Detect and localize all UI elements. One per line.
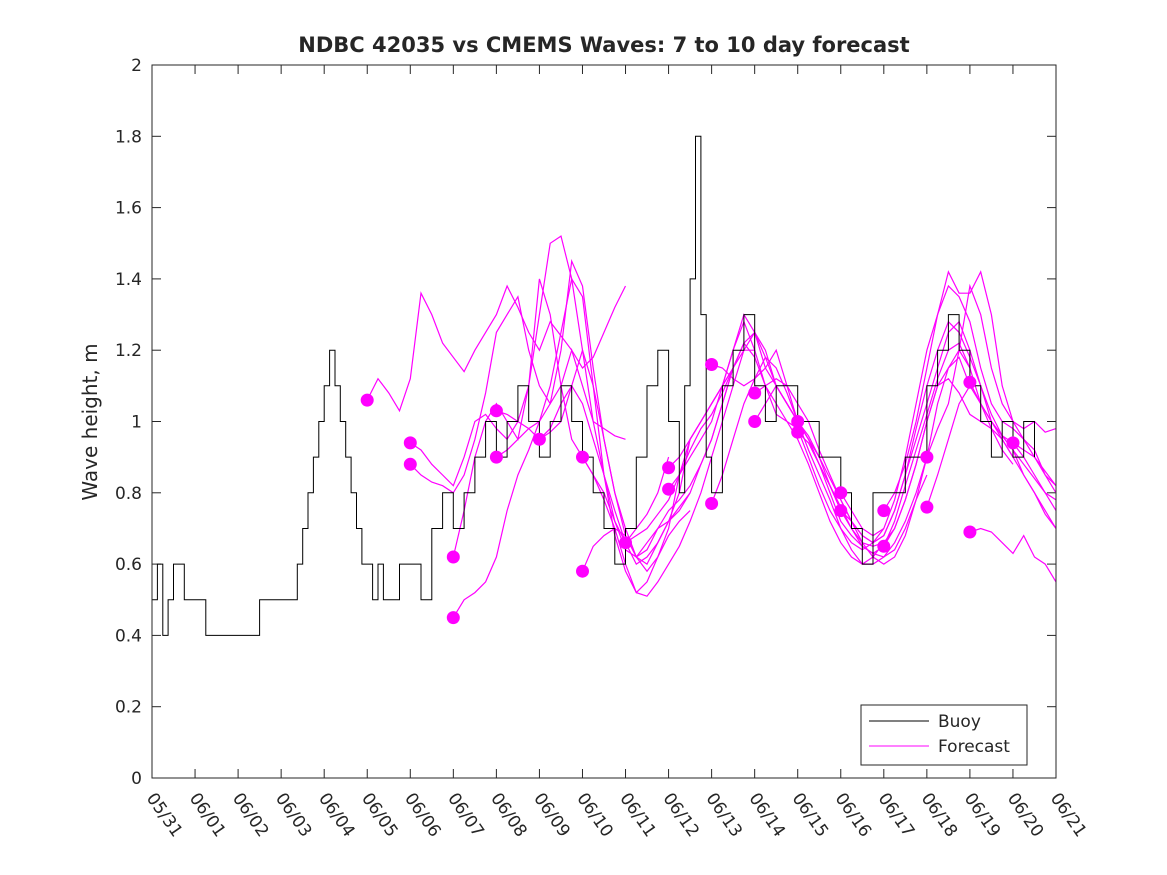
x-tick-label: 06/01 — [185, 789, 229, 841]
plot-area — [152, 135, 1057, 636]
forecast-line — [711, 356, 928, 565]
buoy-series — [152, 135, 1035, 636]
forecast-start-point — [576, 450, 589, 464]
forecast-start-point — [403, 436, 417, 450]
forecast-start-point — [877, 504, 891, 518]
forecast-start-point — [834, 504, 848, 518]
legend-buoy-label: Buoy — [938, 712, 981, 732]
forecast-line — [452, 277, 691, 618]
forecast-start-point — [446, 611, 460, 625]
buoy-line — [152, 135, 1035, 636]
x-tick-label: 06/15 — [788, 789, 832, 841]
forecast-start-point — [705, 497, 719, 510]
legend-box — [860, 704, 1028, 766]
legend-forecast-label: Forecast — [938, 737, 1010, 757]
y-axis-label: Wave height, m — [78, 343, 102, 500]
x-tick-label: 06/17 — [874, 789, 918, 841]
forecast-start-point — [791, 415, 805, 428]
forecast-start-point — [489, 450, 503, 464]
x-tick-label: 06/06 — [400, 789, 444, 841]
y-tick-label: 1.2 — [115, 341, 142, 361]
forecast-line — [883, 270, 1057, 511]
y-tick-label: 0.2 — [115, 698, 142, 718]
x-tick-label: 06/10 — [572, 789, 616, 841]
forecast-start-point — [446, 550, 460, 564]
x-tick-label: 06/11 — [615, 789, 659, 841]
forecast-start-point — [877, 539, 891, 553]
x-tick-label: 06/07 — [443, 789, 487, 841]
x-tick-label: 06/09 — [529, 789, 573, 841]
forecast-start-points — [360, 358, 1020, 625]
x-tick-label: 06/13 — [702, 789, 746, 841]
chart-title: NDBC 42035 vs CMEMS Waves: 7 to 10 day f… — [298, 33, 909, 57]
forecast-start-point — [920, 500, 934, 514]
x-tick-label: 06/12 — [658, 789, 702, 841]
x-tick-label: 06/14 — [745, 789, 789, 841]
axes-box — [151, 64, 1057, 779]
x-tick-label: 05/31 — [142, 789, 186, 841]
x-tick-label: 06/05 — [357, 789, 401, 841]
forecast-start-point — [489, 404, 503, 418]
forecast-start-point — [662, 461, 676, 475]
forecast-line — [581, 331, 799, 597]
legend: Buoy Forecast — [860, 704, 1028, 766]
forecast-start-point — [963, 375, 977, 389]
y-tick-label: 0.8 — [115, 484, 142, 504]
forecast-line — [366, 284, 627, 413]
x-tick-label: 06/16 — [831, 789, 875, 841]
forecast-start-point — [576, 564, 589, 578]
forecast-start-point — [360, 393, 374, 407]
forecast-start-point — [963, 525, 977, 539]
forecast-start-point — [705, 358, 719, 371]
y-tick-label: 2 — [131, 56, 142, 76]
x-tick-label: 06/03 — [271, 789, 315, 841]
forecast-start-point — [920, 450, 934, 464]
forecast-line — [409, 295, 626, 494]
forecast-start-point — [834, 486, 848, 500]
forecast-line — [581, 331, 799, 572]
y-tick-label: 1.6 — [115, 199, 142, 219]
x-tick-label: 06/21 — [1046, 789, 1090, 841]
forecast-start-point — [1006, 436, 1020, 450]
forecast-lines — [366, 235, 1057, 618]
y-tick-label: 0.6 — [115, 555, 142, 575]
x-tick-label: 06/18 — [917, 789, 961, 841]
forecast-start-point — [748, 415, 762, 428]
forecast-start-point — [532, 432, 546, 446]
x-tick-label: 06/19 — [960, 789, 1004, 841]
x-tick-label: 06/08 — [486, 789, 530, 841]
x-tick-label: 06/20 — [1003, 789, 1047, 841]
x-tick-label: 06/04 — [314, 789, 358, 841]
y-axis: 0 0.2 0.4 0.6 0.8 1 1.2 1.4 1.6 1.8 2 — [115, 56, 1056, 789]
y-tick-label: 1.4 — [115, 270, 142, 290]
y-tick-label: 0.4 — [115, 626, 142, 646]
forecast-start-point — [748, 386, 762, 400]
forecast-start-point — [403, 457, 417, 471]
forecast-line — [668, 341, 885, 565]
y-tick-label: 1 — [131, 413, 142, 433]
forecast-start-point — [791, 425, 805, 439]
y-tick-label: 1.8 — [115, 127, 142, 147]
forecast-line — [969, 527, 1057, 583]
forecast-start-point — [619, 536, 632, 550]
forecast-line — [840, 284, 1057, 537]
forecast-start-point — [662, 482, 676, 496]
y-tick-label: 0 — [131, 769, 142, 789]
forecast-line — [409, 278, 670, 544]
x-tick-label: 06/02 — [228, 789, 272, 841]
